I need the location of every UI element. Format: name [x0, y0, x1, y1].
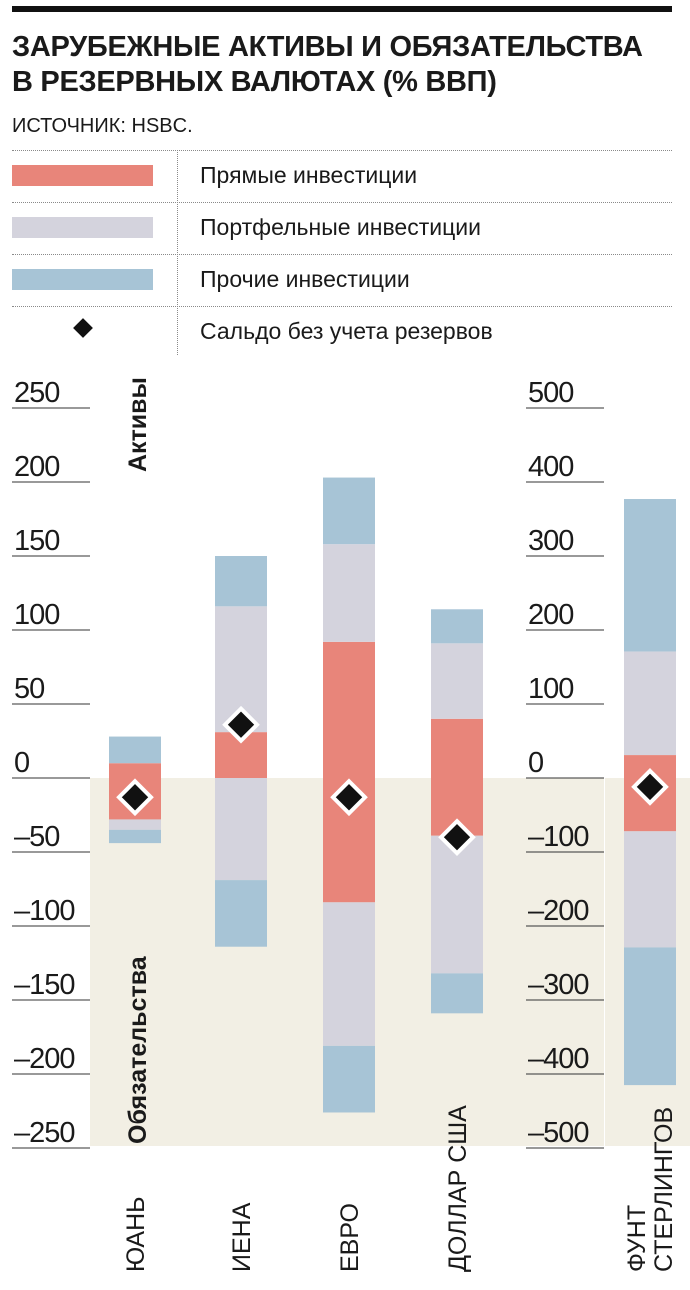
- balance-marker: [631, 768, 669, 806]
- legend-item-balance: Сальдо без учета резервов: [12, 307, 672, 358]
- category-label: ИЕНА: [228, 1202, 256, 1272]
- bar-liability-other: [215, 880, 267, 947]
- right-tick-label: 200: [528, 599, 573, 631]
- bar-asset-other: [624, 499, 676, 652]
- balance-marker: [116, 778, 154, 817]
- legend-label-balance: Сальдо без учета резервов: [200, 318, 493, 344]
- source-note: ИСТОЧНИК: HSBC.: [12, 115, 193, 137]
- balance-marker: [222, 705, 260, 744]
- bar-liability-portfolio: [109, 819, 161, 830]
- bar-liability-portfolio: [624, 831, 676, 948]
- assets-label: Активы: [124, 377, 152, 472]
- left-tick-label: 150: [14, 525, 59, 557]
- right-tick-label: 100: [528, 673, 573, 705]
- left-tick-label: –100: [14, 895, 75, 927]
- legend-swatch-other: [12, 269, 153, 290]
- chart-title: ЗАРУБЕЖНЫЕ АКТИВЫ И ОБЯЗАТЕЛЬСТВА В РЕЗЕ…: [12, 30, 682, 100]
- category-label: ДОЛЛАР США: [444, 1105, 472, 1272]
- left-tick-label: 250: [14, 377, 59, 409]
- bar-liability-portfolio: [323, 902, 375, 1046]
- legend-label-direct: Прямые инвестиции: [200, 162, 418, 188]
- legend-item-portfolio: Портфельные инвестиции: [12, 203, 672, 255]
- bar-asset-other: [431, 609, 483, 644]
- bar-asset-other: [215, 556, 267, 607]
- balance-marker: [330, 778, 368, 817]
- legend-label-other: Прочие инвестиции: [200, 266, 410, 292]
- top-rule: [12, 6, 672, 12]
- bar-asset-other: [323, 477, 375, 545]
- right-tick-label: 400: [528, 451, 573, 483]
- bar-liability-portfolio: [431, 835, 483, 974]
- right-tick-label: 300: [528, 525, 573, 557]
- right-tick-label: –400: [528, 1043, 589, 1075]
- right-tick-label: 0: [528, 747, 543, 779]
- bar-asset-other: [109, 736, 161, 764]
- bar-liability-portfolio: [215, 778, 267, 881]
- legend-item-direct: Прямые инвестиции: [12, 150, 672, 203]
- left-tick-label: 50: [14, 673, 44, 705]
- bar-liability-other: [109, 829, 161, 844]
- right-tick-label: –300: [528, 969, 589, 1001]
- bar-liability-other: [624, 947, 676, 1086]
- bar-asset-direct: [624, 755, 676, 778]
- left-tick-label: –200: [14, 1043, 75, 1075]
- left-tick-label: –250: [14, 1117, 75, 1149]
- bar-asset-portfolio: [323, 544, 375, 642]
- title-line-2: В РЕЗЕРВНЫХ ВАЛЮТАХ (% ВВП): [12, 66, 497, 98]
- title-line-1: ЗАРУБЕЖНЫЕ АКТИВЫ И ОБЯЗАТЕЛЬСТВА: [12, 31, 643, 63]
- legend-swatch-portfolio: [12, 217, 153, 238]
- left-tick-label: 0: [14, 747, 29, 779]
- bar-asset-portfolio: [624, 651, 676, 756]
- left-tick-label: 200: [14, 451, 59, 483]
- bar-asset-portfolio: [431, 643, 483, 719]
- right-tick-label: 500: [528, 377, 573, 409]
- legend-item-other: Прочие инвестиции: [12, 255, 672, 307]
- bar-asset-direct: [109, 763, 161, 778]
- legend: Прямые инвестиции Портфельные инвестиции…: [12, 150, 672, 358]
- category-label: ФУНТ: [623, 1205, 651, 1272]
- bar-asset-direct: [323, 641, 375, 778]
- right-tick-label: –200: [528, 895, 589, 927]
- category-label: ЕВРО: [336, 1203, 364, 1272]
- right-tick-label: –100: [528, 821, 589, 853]
- left-tick-label: –150: [14, 969, 75, 1001]
- liabilities-label: Обязательства: [124, 955, 152, 1144]
- bar-asset-direct: [431, 718, 483, 778]
- balance-marker: [438, 818, 476, 857]
- bar-liability-other: [431, 973, 483, 1014]
- left-tick-label: 100: [14, 599, 59, 631]
- legend-divider: [177, 150, 178, 355]
- legend-swatch-direct: [12, 165, 153, 186]
- category-label: СТЕРЛИНГОВ: [650, 1107, 678, 1272]
- category-label: ЮАНЬ: [122, 1196, 150, 1272]
- bar-liability-other: [323, 1045, 375, 1113]
- right-tick-label: –500: [528, 1117, 589, 1149]
- legend-label-portfolio: Портфельные инвестиции: [200, 214, 481, 240]
- left-tick-label: –50: [14, 821, 59, 853]
